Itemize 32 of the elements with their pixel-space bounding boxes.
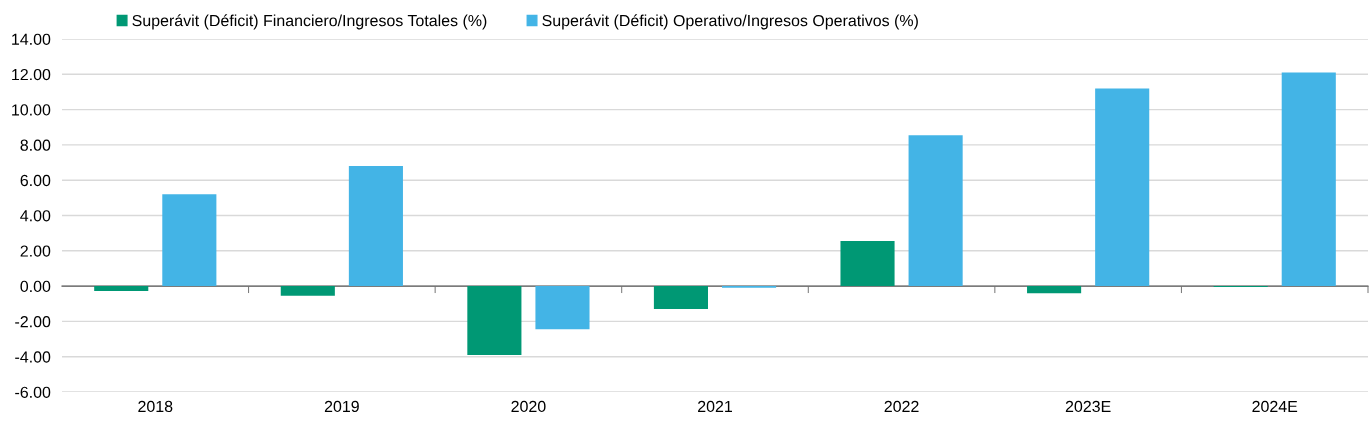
bar	[1027, 286, 1082, 294]
y-tick-label: 6.00	[20, 174, 51, 187]
bar	[1095, 88, 1150, 287]
bar	[535, 286, 590, 330]
y-tick-label: 12.00	[12, 68, 51, 81]
y-tick-label: 8.00	[20, 139, 51, 151]
x-tick-label: 2021	[698, 400, 732, 413]
y-tick-label: 10.00	[12, 104, 51, 116]
bar	[94, 286, 149, 292]
bar	[840, 241, 895, 287]
y-tick-label: 0.00	[20, 280, 51, 293]
bar	[348, 166, 403, 287]
x-tick-label: 2018	[138, 400, 173, 413]
y-tick-label: -6.00	[15, 386, 51, 398]
y-tick-label: 2.00	[20, 245, 51, 257]
x-tick-label: 2022	[884, 400, 919, 413]
x-tick-label: 2024E	[1252, 400, 1298, 413]
bar	[1281, 72, 1336, 287]
y-tick-label: 4.00	[20, 210, 51, 222]
legend-label: Superávit (Déficit) Operativo/Ingresos Operativos (%)	[542, 14, 918, 30]
bar	[653, 286, 708, 310]
bar	[280, 286, 335, 296]
y-tick-label: 14.00	[12, 33, 51, 45]
bar	[908, 135, 963, 287]
y-tick-label: -2.00	[15, 316, 51, 328]
bar	[162, 194, 217, 287]
x-tick-label: 2023E	[1065, 400, 1111, 413]
bar	[467, 286, 522, 355]
x-tick-label: 2020	[511, 400, 546, 413]
x-tick-label: 2019	[324, 400, 359, 413]
y-tick-label: -4.00	[15, 351, 51, 363]
legend-label: Superávit (Déficit) Financiero/Ingresos Totales (%)	[132, 14, 487, 30]
